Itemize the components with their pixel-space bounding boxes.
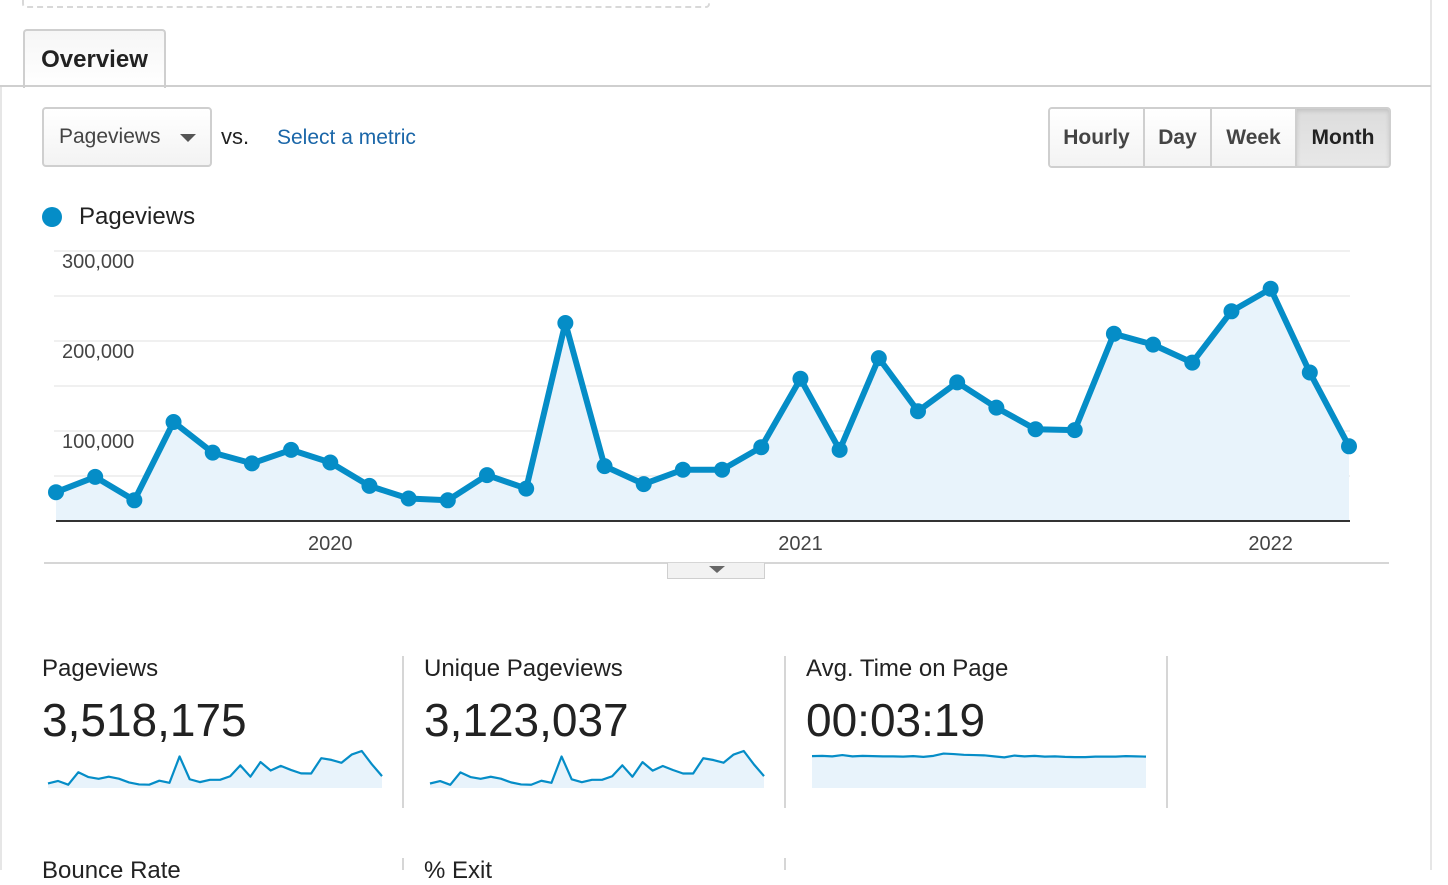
primary-metric-select[interactable]: Pageviews: [42, 107, 212, 167]
stat-divider: [402, 656, 404, 808]
data-point: [1027, 421, 1044, 438]
week-button[interactable]: Week: [1212, 109, 1297, 166]
sparkline-area: [812, 753, 1146, 788]
sparkline: [47, 749, 383, 788]
panel-border-right: [1430, 0, 1432, 870]
data-point: [1223, 303, 1240, 320]
data-point: [283, 441, 300, 458]
month-button[interactable]: Month: [1297, 109, 1389, 166]
stat-label: Pageviews: [42, 655, 159, 682]
data-point: [165, 414, 182, 430]
panel-border-left: [0, 86, 2, 870]
sparkline-line: [811, 752, 1147, 759]
data-point: [400, 490, 417, 507]
tab-overview[interactable]: Overview: [23, 29, 166, 88]
data-point: [596, 458, 613, 475]
stat-exit-label: % Exit: [424, 857, 493, 884]
data-point: [1145, 336, 1162, 353]
data-point: [126, 492, 143, 509]
sparkline: [811, 752, 1147, 788]
stat-value: 00:03:19: [806, 694, 986, 746]
y-tick-label: 100,000: [62, 431, 134, 453]
dropdown-arrow-icon: [180, 134, 196, 142]
stat-value: 3,123,037: [424, 694, 629, 746]
data-point: [635, 476, 652, 493]
chart-collapse-toggle[interactable]: [667, 563, 765, 579]
data-point: [204, 444, 221, 461]
stat-divider: [784, 858, 786, 870]
period-toggle-group: Hourly Day Week Month: [1048, 107, 1391, 168]
data-point: [910, 403, 926, 420]
stat-divider: [1166, 656, 1168, 808]
data-point: [870, 350, 887, 367]
data-point: [322, 454, 339, 471]
legend-dot-icon: [42, 207, 62, 227]
data-point: [1262, 280, 1279, 297]
day-button[interactable]: Day: [1145, 109, 1212, 166]
sparkline-line: [429, 749, 765, 786]
data-point: [714, 461, 731, 478]
y-tick-label: 200,000: [62, 341, 134, 363]
y-tick-label: 300,000: [62, 251, 134, 273]
x-tick-label: 2021: [778, 533, 823, 555]
data-point: [87, 468, 104, 485]
stat-divider: [402, 858, 404, 870]
data-point: [557, 315, 574, 331]
x-tick-label: 2022: [1248, 533, 1293, 555]
data-point: [1341, 438, 1357, 455]
select-metric-link[interactable]: Select a metric: [277, 126, 416, 149]
stat-divider: [784, 656, 786, 808]
data-point: [1105, 325, 1122, 342]
data-point: [1301, 364, 1318, 381]
vs-label: vs.: [221, 124, 250, 149]
area-fill: [56, 288, 1349, 521]
sparkline-area: [48, 751, 382, 788]
chart-legend: Pageviews: [42, 203, 195, 231]
primary-metric-label: Pageviews: [59, 125, 161, 148]
stat-label: Unique Pageviews: [424, 655, 623, 682]
sparkline-area: [430, 751, 764, 788]
data-point: [1184, 354, 1201, 371]
series-line: [53, 285, 1352, 504]
x-tick-label: 2020: [308, 533, 353, 555]
data-point: [518, 480, 535, 497]
pageviews-line-chart: 100,000 200,000 300,000 2020 2021 2022: [48, 250, 1357, 555]
data-point: [439, 492, 456, 509]
stat-avg-time-on-page[interactable]: Avg. Time on Page 00:03:19: [806, 655, 1147, 807]
data-point: [753, 439, 770, 456]
sparkline-line: [47, 749, 383, 786]
data-point: [831, 441, 848, 458]
data-point: [243, 455, 260, 472]
hourly-button[interactable]: Hourly: [1050, 109, 1145, 166]
segment-placeholder: [22, 0, 710, 8]
data-point: [479, 467, 495, 484]
data-point: [988, 399, 1005, 416]
data-point: [48, 484, 64, 501]
stat-bounce-rate-label: Bounce Rate: [42, 857, 181, 884]
tab-bar-divider: [0, 85, 1431, 87]
caret-down-icon: [709, 566, 725, 573]
data-point: [949, 374, 966, 391]
data-point: [1066, 422, 1083, 439]
data-point: [361, 477, 378, 494]
stat-pageviews[interactable]: Pageviews 3,518,175: [42, 655, 383, 807]
sparkline: [429, 749, 765, 788]
data-point: [792, 370, 809, 387]
stat-unique-pageviews[interactable]: Unique Pageviews 3,123,037: [424, 655, 765, 807]
stat-label: Avg. Time on Page: [806, 655, 1009, 682]
stat-value: 3,518,175: [42, 694, 247, 746]
data-point: [674, 461, 691, 478]
legend-label: Pageviews: [79, 203, 196, 230]
